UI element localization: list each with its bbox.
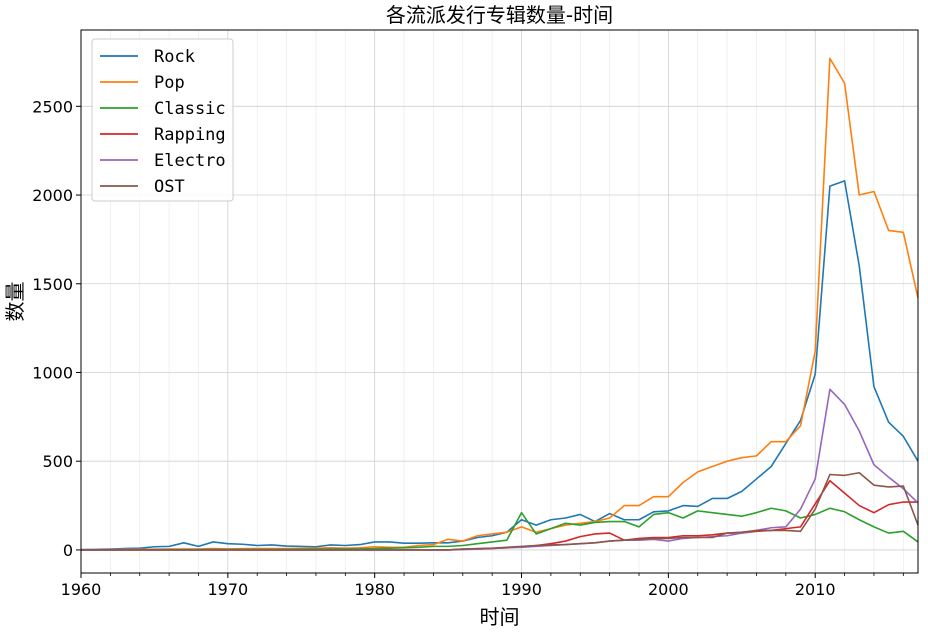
y-tick-label: 1500: [32, 275, 73, 294]
x-axis-label: 时间: [480, 605, 520, 629]
legend-label: Electro: [154, 151, 226, 171]
legend-label: Rock: [154, 47, 195, 67]
y-axis-label: 数量: [3, 282, 27, 322]
x-axis-ticks: 1960 1970 1980 1990 2000 2010: [61, 573, 904, 599]
legend-label: Rapping: [154, 125, 226, 145]
plot-frame: [80, 29, 919, 574]
series-line-electro: [81, 388, 919, 551]
y-axis-ticks: 0 500 1000 1500 2000 2500: [32, 97, 81, 560]
y-tick-label: 1000: [32, 363, 73, 382]
legend-label: Pop: [154, 73, 185, 93]
series-line-rapping: [81, 479, 918, 551]
series-line-ost: [81, 471, 919, 551]
x-tick-label: 2000: [648, 580, 689, 599]
y-tick-label: 0: [63, 541, 73, 560]
series-lines: [80, 57, 919, 551]
x-tick-label: 2010: [795, 580, 836, 599]
x-tick-label: 1970: [207, 580, 248, 599]
legend: Rock Pop Classic Rapping Electro OST: [91, 38, 234, 202]
x-tick-label: 1980: [354, 580, 395, 599]
y-tick-label: 2000: [32, 186, 73, 205]
x-tick-label: 1960: [61, 580, 102, 599]
series-line-rock: [80, 180, 919, 551]
x-tick-label: 1990: [501, 580, 542, 599]
minor-gridlines: [109, 30, 904, 573]
chart-title: 各流派发行专辑数量-时间: [386, 3, 613, 27]
y-tick-label: 500: [42, 452, 73, 471]
legend-label: OST: [154, 177, 185, 197]
legend-label: Classic: [154, 99, 226, 119]
y-tick-label: 2500: [32, 97, 73, 116]
